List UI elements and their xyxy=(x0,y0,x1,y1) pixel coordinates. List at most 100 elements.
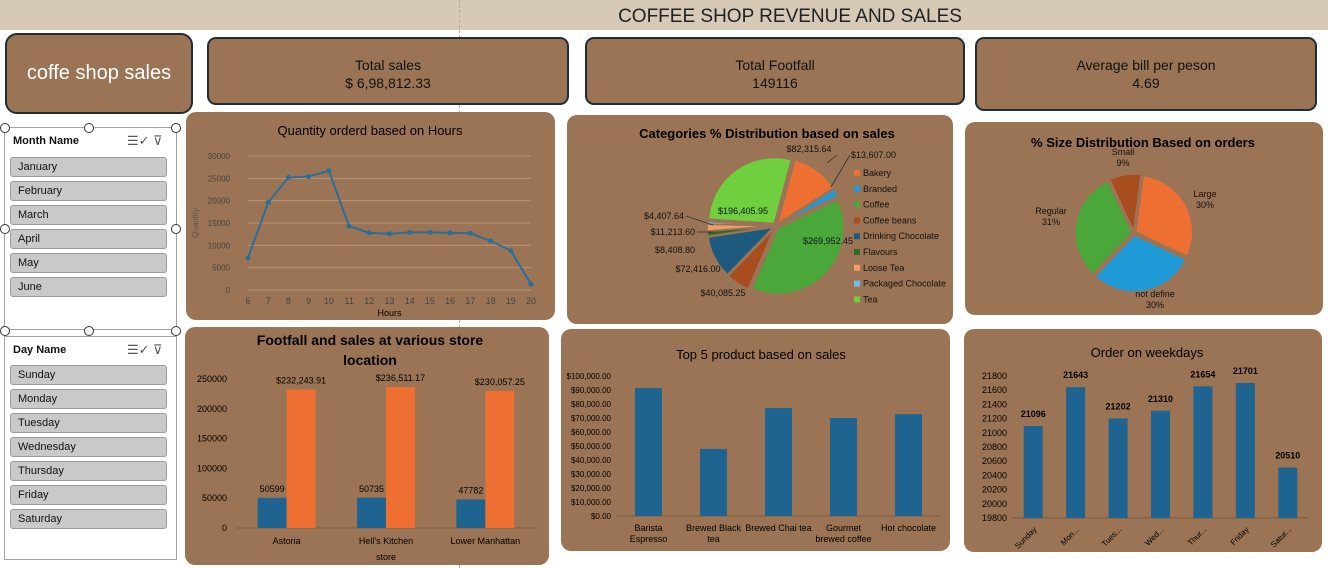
legend-swatch xyxy=(854,217,860,224)
y-tick-label: 50000 xyxy=(202,493,227,503)
bar xyxy=(1151,410,1170,518)
y-tick-label: 19800 xyxy=(982,513,1007,523)
slicer-item-tuesday[interactable]: Tuesday xyxy=(10,413,167,433)
y-tick-label: 5000 xyxy=(212,264,230,273)
data-label: 50599 xyxy=(260,484,285,494)
resize-handle[interactable] xyxy=(171,224,181,234)
legend-swatch xyxy=(854,170,860,176)
resize-handle[interactable] xyxy=(84,326,94,336)
y-tick-label: 21600 xyxy=(982,385,1007,395)
data-label: 21701 xyxy=(1233,366,1258,376)
chart-title: Quantity orderd based on Hours xyxy=(278,123,463,138)
x-tick-label: 6 xyxy=(245,296,250,306)
x-tick-label: 15 xyxy=(425,296,435,306)
resize-handle[interactable] xyxy=(171,326,181,336)
chart-title-line2: location xyxy=(343,352,397,368)
clear-filter-icon[interactable]: ⊽ xyxy=(153,342,163,357)
x-tick-label: 8 xyxy=(286,296,291,306)
x-tick-label: brewed coffee xyxy=(815,534,871,544)
y-tick-label: 20000 xyxy=(208,197,231,206)
leader-line xyxy=(826,154,838,164)
data-point xyxy=(528,281,534,287)
multi-select-icon[interactable]: ☰✓ xyxy=(127,342,150,357)
y-tick-label: $80,000.00 xyxy=(571,400,612,409)
data-point xyxy=(447,230,453,236)
y-tick-label: 20800 xyxy=(982,442,1007,452)
slicer-item-wednesday[interactable]: Wednesday xyxy=(10,437,167,457)
data-label: 30% xyxy=(1196,200,1214,210)
data-label: 21202 xyxy=(1106,401,1131,411)
resize-handle[interactable] xyxy=(84,123,94,133)
y-tick-label: 15000 xyxy=(208,219,231,228)
slicer-item-january[interactable]: January xyxy=(10,157,167,177)
pie-slice xyxy=(778,187,840,226)
data-label: $13,607.00 xyxy=(851,150,896,160)
resize-handle[interactable] xyxy=(0,123,10,133)
bar xyxy=(635,388,662,516)
kpi-average-bill: Average bill per peson 4.69 xyxy=(975,37,1317,111)
legend-label: Drinking Chocolate xyxy=(863,231,939,241)
y-tick-label: $70,000.00 xyxy=(571,414,612,423)
pie-slice xyxy=(707,156,793,225)
slicer-item-saturday[interactable]: Saturday xyxy=(10,509,167,529)
y-tick-label: 21000 xyxy=(982,428,1007,438)
slicer-item-june[interactable]: June xyxy=(10,277,167,297)
y-tick-label: $100,000.00 xyxy=(567,372,612,381)
data-label: $196,405.95 xyxy=(718,206,768,216)
data-point xyxy=(326,168,332,174)
slicer-item-april[interactable]: April xyxy=(10,229,167,249)
y-tick-label: $30,000.00 xyxy=(571,470,612,479)
x-tick-label: 12 xyxy=(364,296,374,306)
bar xyxy=(257,497,287,528)
chart-title: Categories % Distribution based on sales xyxy=(639,126,895,141)
categories-pie-chart: Categories % Distribution based on sales… xyxy=(639,126,946,304)
pie-slice xyxy=(750,198,845,295)
data-label: Large xyxy=(1193,189,1216,199)
data-label: $230,057.25 xyxy=(475,377,525,387)
day-slicer[interactable]: Day Name ☰✓ ⊽ Sunday Monday Tuesday Wedn… xyxy=(4,336,177,560)
data-label: 50735 xyxy=(359,484,384,494)
clear-filter-icon[interactable]: ⊽ xyxy=(153,133,163,148)
y-tick-label: 20200 xyxy=(982,485,1007,495)
x-axis-label: Hours xyxy=(377,308,402,318)
resize-handle[interactable] xyxy=(0,326,10,336)
kpi-total-sales: Total sales $ 6,98,812.33 xyxy=(207,37,569,105)
legend-swatch xyxy=(854,233,860,240)
data-point xyxy=(306,174,312,180)
x-tick-label: Gourmet xyxy=(826,523,862,533)
month-slicer[interactable]: Month Name ☰✓ ⊽ January February March A… xyxy=(4,127,177,330)
x-tick-label: tea xyxy=(707,534,720,544)
bar xyxy=(456,499,486,528)
slicer-item-monday[interactable]: Monday xyxy=(10,389,167,409)
y-tick-label: 10000 xyxy=(208,241,231,250)
data-label: $40,085.25 xyxy=(700,288,745,298)
slicer-item-march[interactable]: March xyxy=(10,205,167,225)
legend-label: Loose Tea xyxy=(863,263,904,273)
y-tick-label: $40,000.00 xyxy=(571,456,612,465)
data-label: 30% xyxy=(1146,300,1164,310)
slicer-item-may[interactable]: May xyxy=(10,253,167,273)
data-label: 21310 xyxy=(1148,394,1173,404)
data-point xyxy=(387,231,392,237)
legend-label: Tea xyxy=(863,294,878,304)
data-point xyxy=(427,229,433,235)
chart-title: Order on weekdays xyxy=(1091,345,1204,360)
y-tick-label: $10,000.00 xyxy=(571,498,612,507)
legend-label: Coffee beans xyxy=(863,215,917,225)
brand-label: coffe shop sales xyxy=(26,62,172,84)
resize-handle[interactable] xyxy=(0,224,10,234)
data-label: 47782 xyxy=(458,486,483,496)
data-point xyxy=(488,238,494,244)
slicer-item-thursday[interactable]: Thursday xyxy=(10,461,167,481)
slicer-item-sunday[interactable]: Sunday xyxy=(10,365,167,385)
multi-select-icon[interactable]: ☰✓ xyxy=(127,133,150,148)
bar xyxy=(830,418,857,516)
slicer-item-friday[interactable]: Friday xyxy=(10,485,167,505)
slicer-item-february[interactable]: February xyxy=(10,181,167,201)
kpi-label: Total Footfall xyxy=(735,57,815,73)
kpi-value: 4.69 xyxy=(1132,75,1160,91)
slicer-title: Day Name xyxy=(13,344,67,356)
data-label: 21643 xyxy=(1063,370,1088,380)
bar xyxy=(286,389,316,528)
resize-handle[interactable] xyxy=(171,123,181,133)
